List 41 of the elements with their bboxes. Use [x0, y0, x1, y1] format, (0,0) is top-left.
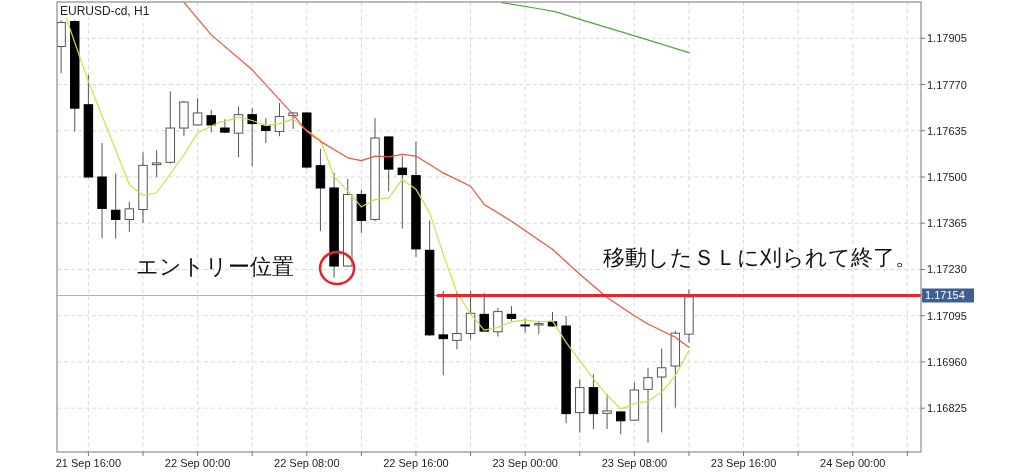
candlestick	[452, 291, 462, 350]
x-tick-label: 22 Sep 16:00	[383, 457, 449, 469]
candlestick	[261, 117, 271, 144]
x-tick-label: 23 Sep 16:00	[710, 457, 777, 469]
y-tick-label: 1.16825	[927, 402, 967, 415]
candlestick	[656, 348, 667, 433]
y-tick-label: 1.16960	[927, 355, 967, 368]
candlestick	[615, 410, 626, 435]
candlestick	[110, 173, 121, 240]
candlestick	[220, 118, 230, 134]
candlestick	[479, 292, 489, 333]
annotation: 移動したＳＬに刈られて終了。	[603, 245, 917, 271]
x-tick-label: 22 Sep 00:00	[164, 457, 231, 469]
y-tick-label: 1.17770	[927, 78, 967, 91]
candlestick	[493, 307, 503, 338]
candlestick	[57, 19, 66, 74]
candlestick	[192, 97, 203, 127]
candlestick	[247, 107, 257, 167]
y-tick-label: 1.17905	[927, 32, 967, 45]
candlestick	[602, 393, 612, 430]
candlestick	[315, 148, 326, 232]
candlestick	[151, 149, 162, 178]
candlestick	[397, 155, 408, 230]
y-tick-label: 1.17635	[927, 124, 967, 137]
candlestick	[643, 367, 653, 443]
ref-line-label: 1.17154	[925, 289, 965, 302]
candlestick	[438, 290, 449, 376]
x-tick-label: 22 Sep 08:00	[274, 457, 340, 469]
y-tick-label: 1.17365	[927, 217, 967, 230]
candlestick	[233, 105, 244, 158]
y-tick-label: 1.17230	[927, 263, 967, 276]
x-tick-label: 23 Sep 00:00	[492, 457, 558, 469]
candlestick	[124, 201, 135, 233]
x-tick-label: 23 Sep 08:00	[601, 457, 668, 469]
candlestick	[206, 109, 216, 133]
y-tick-label: 1.17500	[927, 171, 967, 183]
annotation: エントリー位置	[136, 254, 295, 280]
y-tick-label: 1.17095	[927, 309, 967, 322]
chart-title: EURUSD-cd, H1	[60, 4, 150, 18]
x-tick-label: 21 Sep 16:00	[55, 457, 122, 469]
x-tick-label: 24 Sep 00:00	[820, 457, 886, 469]
